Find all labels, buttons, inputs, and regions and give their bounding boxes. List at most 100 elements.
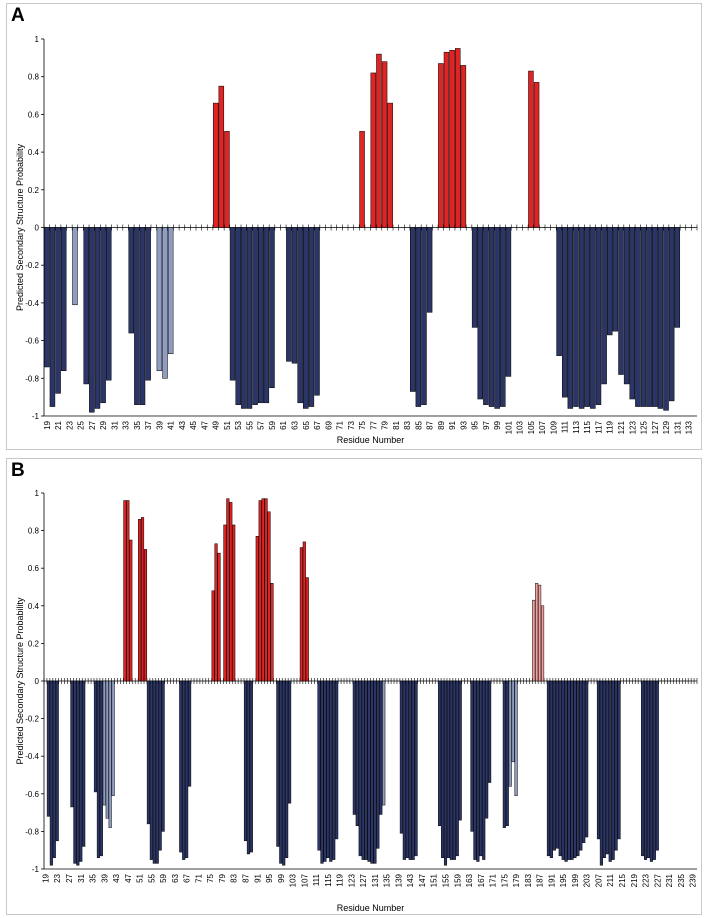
x-tick-label: 163 [465, 873, 474, 887]
bar-residue-87 [243, 680, 248, 842]
bar-residue-35 [134, 227, 140, 405]
bar-residue-112 [317, 680, 321, 851]
bar-residue-201 [579, 680, 583, 851]
bar-residue-20 [49, 227, 56, 407]
bar-residue-39 [102, 680, 106, 806]
x-tick-label: 27 [88, 420, 97, 429]
bar-residue-64 [297, 227, 303, 404]
bar-residue-115 [584, 227, 590, 407]
bar-residue-195 [561, 680, 565, 860]
bar-residue-56 [252, 227, 258, 405]
bar-residue-207 [596, 680, 601, 840]
y-tick-label: -0.6 [25, 790, 39, 799]
bar-residue-128 [657, 227, 664, 409]
x-tick-label: 223 [642, 873, 651, 887]
bar-residue-114 [323, 680, 327, 862]
x-tick-label: 95 [265, 873, 274, 882]
x-tick-label: 87 [241, 873, 250, 882]
bar-residue-191 [549, 680, 553, 858]
bar-residue-67 [314, 227, 320, 396]
x-tick-label: 103 [289, 873, 298, 887]
bar-residue-78 [217, 552, 221, 682]
bar-residue-222 [641, 680, 645, 857]
bar-residue-56 [152, 680, 156, 864]
bar-residue-153 [438, 680, 442, 827]
bar-residue-54 [241, 227, 247, 409]
bar-residue-90 [443, 51, 450, 228]
bar-residue-89 [249, 680, 253, 853]
bar-residue-178 [511, 680, 515, 763]
x-tick-label: 187 [536, 873, 545, 887]
x-tick-label: 57 [257, 420, 266, 429]
bar-residue-117 [332, 680, 336, 860]
bar-residue-96 [270, 582, 274, 682]
bar-residue-157 [449, 680, 453, 860]
bar-residue-145 [414, 680, 418, 857]
x-tick-label: 167 [477, 873, 486, 887]
bar-residue-124 [635, 227, 641, 407]
bar-residue-198 [570, 680, 574, 860]
bar-residue-208 [599, 680, 603, 866]
x-tick-label: 63 [171, 873, 180, 882]
bar-residue-51 [224, 131, 230, 228]
bar-residue-26 [83, 227, 89, 385]
bar-residue-85 [415, 227, 422, 407]
bar-residue-95 [267, 511, 271, 682]
bar-residue-82 [229, 502, 233, 682]
bar-residue-114 [578, 227, 585, 409]
x-tick-label: 65 [302, 420, 311, 429]
x-tick-label: 67 [183, 873, 192, 882]
bar-residue-193 [555, 680, 559, 849]
bar-residue-87 [426, 227, 433, 313]
x-tick-label: 231 [665, 873, 674, 887]
x-tick-label: 93 [459, 420, 468, 429]
y-tick-label: 0.4 [28, 148, 40, 157]
x-tick-label: 129 [662, 420, 671, 434]
bar-residue-196 [564, 680, 568, 862]
bar-residue-126 [646, 227, 652, 407]
bar-residue-123 [629, 227, 635, 400]
bar-residue-112 [567, 227, 574, 409]
bar-residue-190 [546, 680, 551, 857]
bar-residue-22 [60, 227, 67, 372]
bar-residue-29 [100, 227, 106, 404]
bar-residue-79 [381, 61, 388, 228]
x-tick-label: 123 [628, 420, 637, 434]
bar-residue-124 [352, 680, 356, 815]
x-tick-label: 47 [200, 420, 209, 429]
bar-residue-84 [409, 227, 416, 392]
x-tick-label: 19 [41, 873, 50, 882]
x-tick-label: 235 [677, 873, 686, 887]
y-tick-label: -1 [32, 865, 40, 874]
bar-residue-24 [72, 227, 78, 306]
bar-residue-117 [595, 227, 602, 405]
bar-residue-175 [502, 680, 506, 828]
x-tick-label: 71 [194, 873, 203, 882]
bar-residue-143 [408, 680, 412, 860]
y-tick-label: -0.2 [25, 715, 39, 724]
bar-residue-179 [514, 680, 518, 796]
bar-residue-59 [269, 227, 275, 388]
y-tick-label: -0.4 [25, 752, 39, 761]
bar-residue-167 [479, 680, 483, 857]
x-tick-label: 133 [685, 420, 694, 434]
x-tick-label: 147 [418, 873, 427, 887]
x-tick-label: 91 [448, 420, 457, 429]
bar-residue-211 [608, 680, 612, 862]
x-tick-label: 43 [112, 873, 121, 882]
bar-residue-226 [652, 680, 656, 860]
x-tick-label: 31 [110, 420, 119, 429]
bar-residue-156 [446, 680, 450, 858]
bar-residue-118 [601, 227, 607, 385]
x-tick-label: 127 [651, 420, 660, 434]
y-tick-label: 0 [35, 677, 40, 686]
x-tick-label: 113 [572, 420, 581, 433]
x-tick-label: 75 [358, 420, 367, 429]
x-tick-label: 79 [381, 420, 390, 429]
x-tick-label: 39 [155, 420, 164, 429]
x-tick-label: 139 [394, 873, 403, 887]
x-tick-label: 77 [369, 420, 378, 429]
x-axis-title: Residue Number [337, 435, 405, 445]
y-tick-label: 0.2 [28, 639, 40, 648]
bar-residue-55 [246, 227, 253, 409]
